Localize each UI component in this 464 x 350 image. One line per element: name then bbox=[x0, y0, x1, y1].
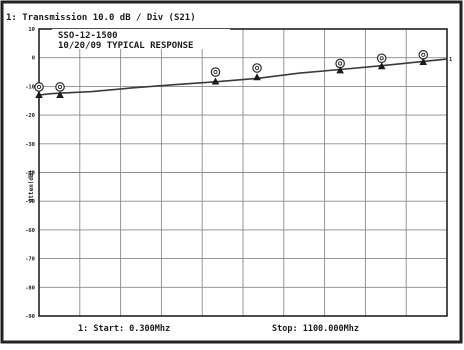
y-tick-label: -60 bbox=[25, 228, 35, 234]
y-tick-label: -50 bbox=[25, 199, 35, 205]
triangle-markers bbox=[35, 58, 428, 99]
circle-markers bbox=[34, 50, 429, 92]
y-tick-label: 0 bbox=[32, 56, 35, 62]
circle-marker-core bbox=[338, 61, 343, 66]
transmission-trace bbox=[38, 58, 448, 96]
triangle-marker bbox=[211, 77, 220, 85]
y-tick-label: -20 bbox=[25, 113, 35, 119]
triangle-marker bbox=[336, 66, 344, 74]
circle-marker-core bbox=[36, 84, 42, 90]
circle-marker bbox=[55, 82, 65, 92]
circle-marker-core bbox=[379, 56, 384, 61]
chart-title: 1: Transmission 10.0 dB / Div (S21) bbox=[6, 12, 196, 23]
note-backdrop bbox=[52, 29, 230, 49]
circle-marker bbox=[252, 63, 262, 73]
triangle-marker bbox=[377, 62, 386, 70]
triangle-marker bbox=[419, 58, 428, 66]
triangle-marker bbox=[56, 91, 64, 99]
stop-frequency: Stop: 1100.000Mhz bbox=[272, 324, 359, 334]
note-line-1: SSO-12-1500 bbox=[58, 31, 118, 41]
circle-marker-core bbox=[213, 70, 218, 75]
triangle-marker bbox=[253, 73, 261, 81]
y-tick-label: -40 bbox=[25, 171, 35, 177]
start-frequency: 1: Start: 0.300Mhz bbox=[78, 324, 170, 334]
circle-marker bbox=[210, 67, 221, 77]
circle-marker bbox=[34, 82, 44, 92]
circle-marker-core bbox=[254, 65, 260, 71]
circle-marker-core bbox=[421, 52, 426, 57]
y-tick-labels: 10 0 -10 -20 -30 -40 -50 -60 -70 -80 -90 bbox=[25, 27, 35, 320]
plot-grid bbox=[39, 29, 447, 316]
circle-marker-core bbox=[57, 84, 63, 90]
triangle-marker bbox=[35, 91, 43, 99]
plot-border bbox=[38, 28, 448, 317]
y-tick-label: 10 bbox=[28, 27, 35, 33]
y-tick-label: -80 bbox=[25, 285, 35, 291]
y-tick-label: -70 bbox=[25, 257, 35, 263]
y-tick-label: -10 bbox=[25, 84, 35, 90]
y-axis-label: Atten(dB) bbox=[28, 170, 35, 203]
circle-marker bbox=[418, 50, 429, 60]
trace-end-marker-label: 1 bbox=[449, 57, 453, 63]
y-tick-label: -30 bbox=[25, 142, 35, 148]
note-line-2: 10/20/09 TYPICAL RESPONSE bbox=[58, 41, 193, 51]
y-tick-label: -90 bbox=[25, 314, 35, 320]
circle-marker bbox=[376, 53, 387, 64]
